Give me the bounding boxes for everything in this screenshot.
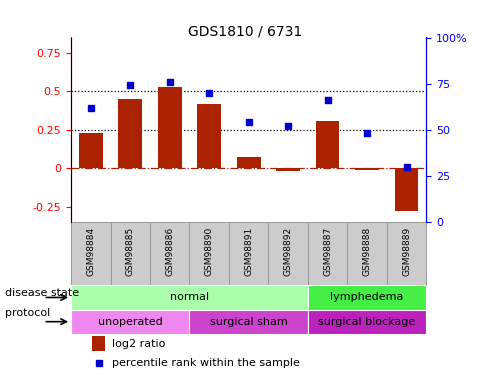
Bar [355, 168, 379, 170]
Bar [71, 222, 111, 285]
Point [245, 119, 253, 125]
Point [363, 130, 371, 136]
Point [126, 82, 134, 88]
Bar [71, 310, 190, 334]
Bar [92, 336, 105, 351]
Bar [308, 310, 426, 334]
Bar [111, 222, 150, 285]
Point [284, 123, 292, 129]
Bar [347, 222, 387, 285]
Bar [79, 133, 102, 168]
Bar [395, 168, 418, 211]
Bar [119, 99, 142, 168]
Text: normal: normal [170, 292, 209, 303]
Point [403, 164, 411, 170]
Point [324, 97, 332, 103]
Text: surgical blockage: surgical blockage [318, 316, 416, 327]
Text: GSM98885: GSM98885 [126, 227, 135, 276]
Bar [308, 222, 347, 285]
Text: GSM98884: GSM98884 [86, 227, 95, 276]
Bar [150, 222, 190, 285]
Bar [308, 285, 426, 310]
Bar [190, 310, 308, 334]
Text: disease state: disease state [5, 288, 79, 298]
Bar [71, 285, 308, 310]
Text: GSM98888: GSM98888 [363, 227, 371, 276]
Bar [158, 87, 182, 168]
Text: GDS1810 / 6731: GDS1810 / 6731 [188, 24, 302, 38]
Bar [276, 168, 300, 171]
Bar [269, 222, 308, 285]
Text: log2 ratio: log2 ratio [112, 339, 165, 348]
Text: GSM98887: GSM98887 [323, 227, 332, 276]
Text: GSM98886: GSM98886 [165, 227, 174, 276]
Point [205, 90, 213, 96]
Bar [197, 104, 221, 168]
Bar [237, 158, 261, 168]
Text: GSM98892: GSM98892 [284, 227, 293, 276]
Bar [229, 222, 269, 285]
Bar [316, 120, 340, 168]
Point [87, 105, 95, 111]
Text: GSM98891: GSM98891 [244, 227, 253, 276]
Bar [387, 222, 426, 285]
Text: lymphedema: lymphedema [330, 292, 404, 303]
Text: unoperated: unoperated [98, 316, 163, 327]
Text: GSM98889: GSM98889 [402, 227, 411, 276]
Text: GSM98890: GSM98890 [205, 227, 214, 276]
Point [166, 79, 173, 85]
Text: percentile rank within the sample: percentile rank within the sample [112, 358, 300, 368]
Bar [190, 222, 229, 285]
Text: surgical sham: surgical sham [210, 316, 288, 327]
Text: protocol: protocol [5, 308, 50, 318]
